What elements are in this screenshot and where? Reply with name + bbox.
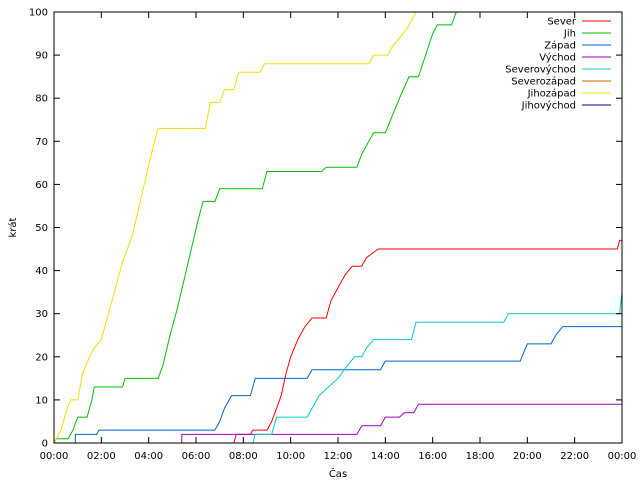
y-tick-label: 30 bbox=[35, 309, 48, 320]
x-tick-label: 12:00 bbox=[324, 451, 353, 462]
legend: SeverJihZápadVýchodSeverovýchodSeverozáp… bbox=[505, 17, 611, 112]
series-line-3 bbox=[54, 326, 622, 444]
legend-label: Severovýchod bbox=[505, 64, 576, 76]
legend-label: Jih bbox=[563, 29, 576, 40]
series-line-1 bbox=[54, 239, 622, 444]
x-tick-label: 10:00 bbox=[276, 451, 305, 462]
x-tick-label: 00:00 bbox=[608, 451, 637, 462]
y-tick-label: 70 bbox=[35, 137, 48, 148]
x-tick-label: 02:00 bbox=[87, 451, 116, 462]
y-tick-label: 100 bbox=[29, 8, 48, 19]
y-axis-label: krát bbox=[7, 217, 19, 237]
series-line-4 bbox=[54, 403, 622, 444]
y-tick-label: 80 bbox=[35, 94, 48, 105]
legend-label: Jihovýchod bbox=[521, 100, 576, 112]
y-tick-label: 90 bbox=[35, 51, 48, 62]
y-tick-label: 20 bbox=[35, 352, 48, 363]
x-axis-label: Čas bbox=[329, 467, 347, 480]
x-tick-label: 06:00 bbox=[182, 451, 211, 462]
x-tick-label: 18:00 bbox=[466, 451, 495, 462]
x-tick-label: 16:00 bbox=[418, 451, 447, 462]
legend-label: Jihozápad bbox=[527, 88, 576, 100]
series-line-5 bbox=[54, 292, 623, 444]
x-tick-label: 22:00 bbox=[560, 451, 589, 462]
legend-label: Severozápad bbox=[511, 76, 576, 88]
y-tick-label: 0 bbox=[42, 439, 48, 450]
y-tick-label: 10 bbox=[35, 395, 48, 406]
x-tick-label: 00:00 bbox=[40, 451, 69, 462]
legend-label: Západ bbox=[544, 40, 576, 52]
x-tick-label: 08:00 bbox=[229, 451, 258, 462]
legend-label: Sever bbox=[547, 17, 577, 28]
x-tick-label: 04:00 bbox=[134, 451, 163, 462]
series-line-7 bbox=[53, 11, 417, 444]
y-tick-label: 40 bbox=[35, 266, 48, 277]
ticks-layer: 0 10 20 30 40 50 60 70 80 90 100 00:00 02:00 04:00 06:… bbox=[29, 8, 637, 463]
legend-label: Východ bbox=[539, 52, 576, 64]
series-line-2 bbox=[53, 11, 457, 444]
x-tick-label: 20:00 bbox=[513, 451, 542, 462]
y-tick-label: 60 bbox=[35, 180, 48, 191]
y-tick-label: 50 bbox=[35, 223, 48, 234]
x-tick-label: 14:00 bbox=[371, 451, 400, 462]
